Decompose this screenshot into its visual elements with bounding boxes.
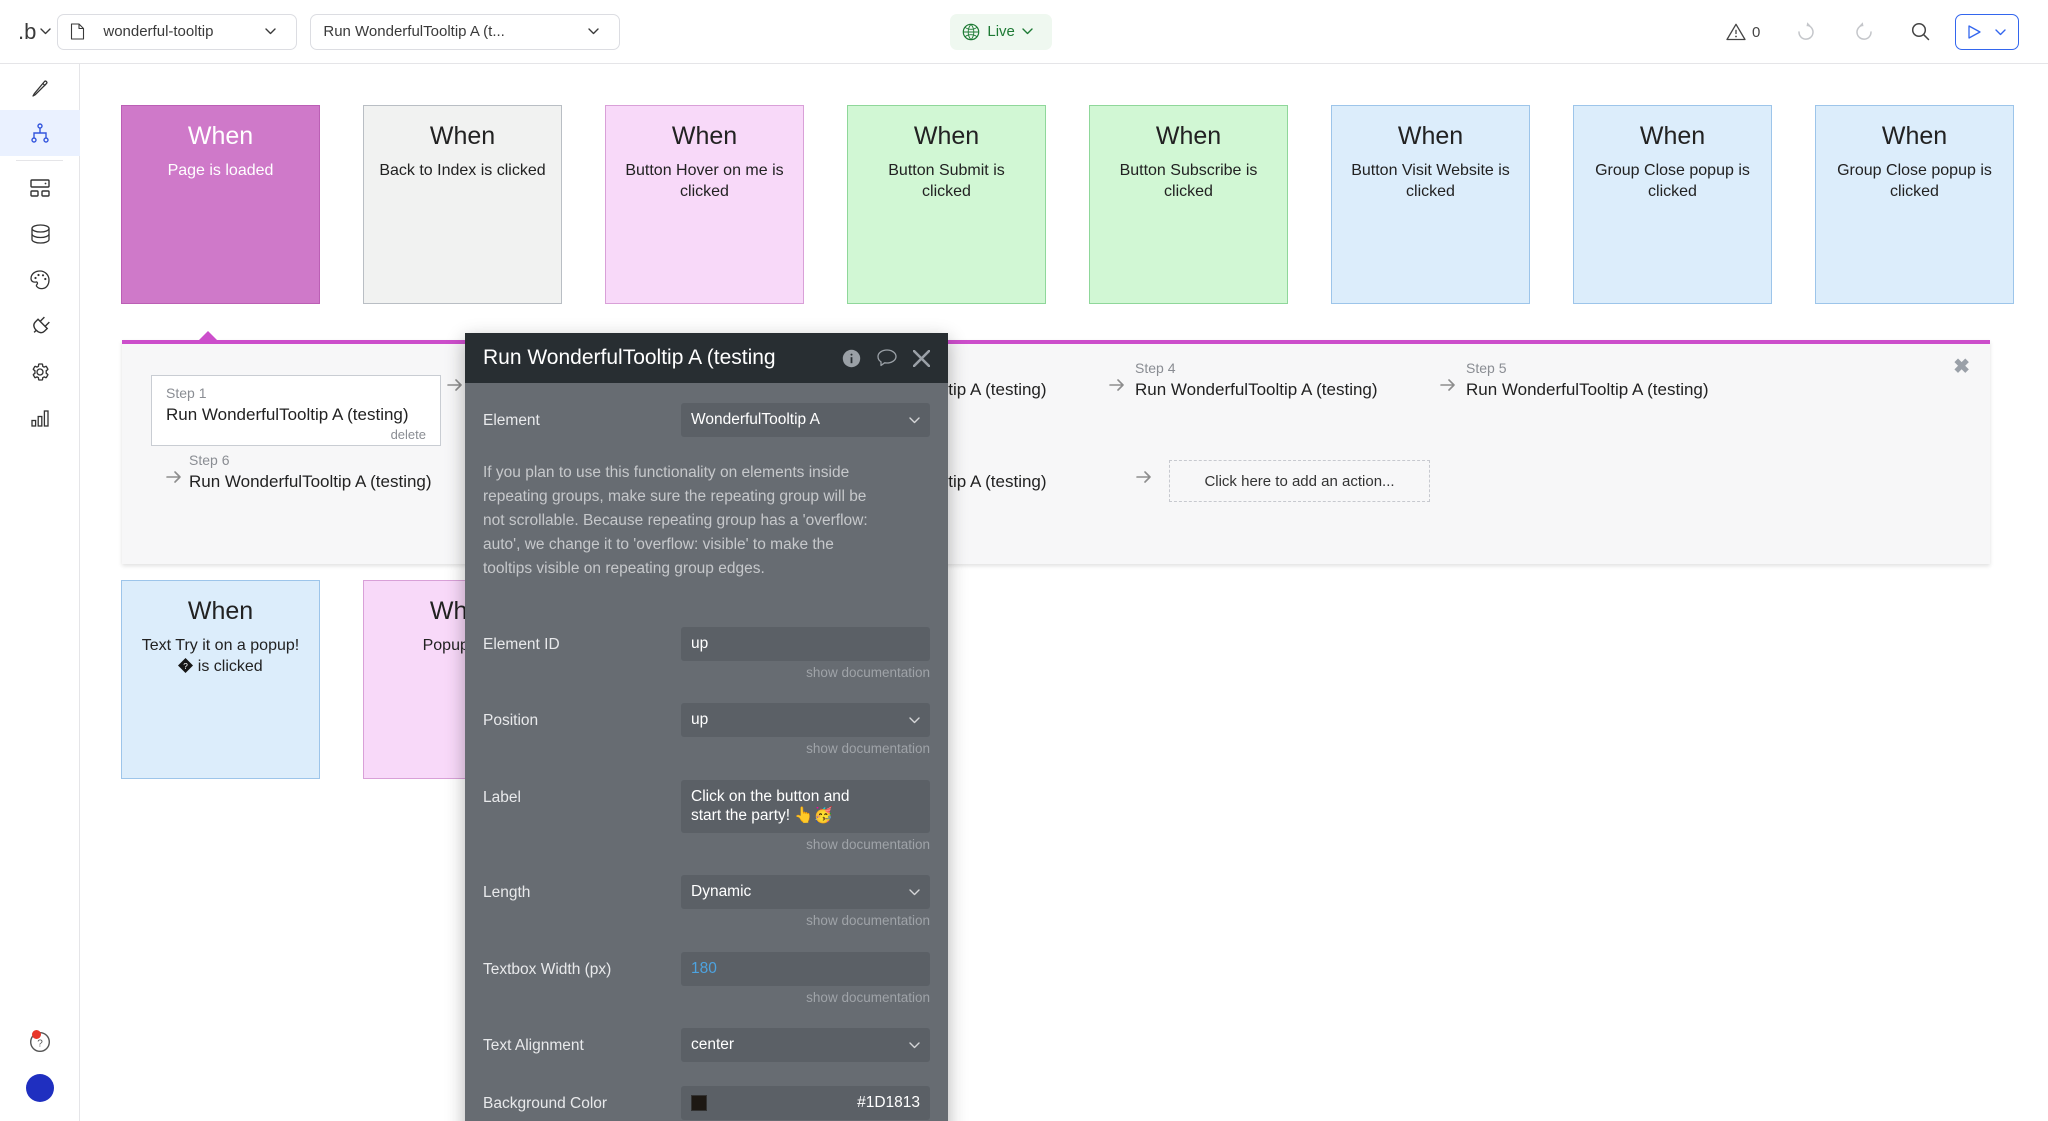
svg-text:?: ? (184, 662, 189, 671)
svg-text:?: ? (37, 1039, 43, 1050)
